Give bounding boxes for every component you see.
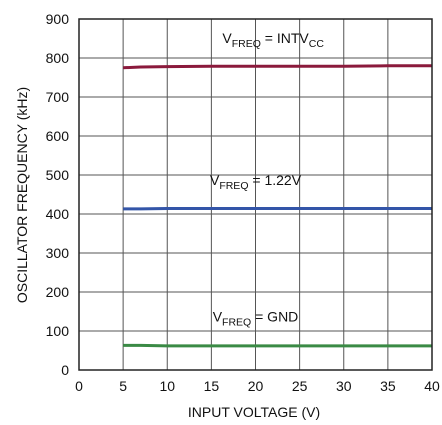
curve-label-intvcc: VFREQ = INTVCC (222, 30, 324, 50)
x-tick-label: 0 (75, 378, 83, 394)
x-tick-labels: 0 5 10 15 20 25 30 35 40 (75, 378, 440, 394)
x-tick-label: 35 (380, 378, 396, 394)
y-tick-label: 500 (46, 167, 70, 183)
y-tick-label: 900 (46, 11, 70, 27)
y-tick-label: 200 (46, 284, 70, 300)
curve-label-gnd: VFREQ = GND (213, 308, 299, 328)
y-tick-label: 800 (46, 50, 70, 66)
y-tick-label: 400 (46, 206, 70, 222)
plot-border (78, 18, 433, 371)
series-lines (123, 64, 432, 348)
y-tick-label: 700 (46, 89, 70, 105)
y-tick-labels: 0 100 200 300 400 500 600 700 800 900 (46, 11, 70, 378)
x-tick-label: 20 (248, 378, 264, 394)
curve-label-v122: VFREQ = 1.22V (210, 172, 302, 192)
y-axis-label: OSCILLATOR FREQUENCY (kHz) (14, 87, 30, 303)
y-tick-label: 600 (46, 128, 70, 144)
series-line-intvcc (123, 64, 432, 70)
y-tick-label: 300 (46, 245, 70, 261)
x-tick-label: 30 (336, 378, 352, 394)
x-tick-label: 5 (119, 378, 127, 394)
x-tick-label: 15 (204, 378, 220, 394)
x-tick-label: 10 (159, 378, 175, 394)
y-tick-label: 100 (46, 323, 70, 339)
y-tick-label: 0 (61, 362, 69, 378)
grid (79, 19, 432, 370)
curve-labels: VFREQ = INTVCC VFREQ = 1.22V VFREQ = GND (210, 30, 324, 328)
x-tick-label: 25 (292, 378, 308, 394)
plot-frame (78, 18, 433, 371)
x-axis-label: INPUT VOLTAGE (V) (188, 404, 320, 420)
x-tick-label: 40 (424, 378, 440, 394)
